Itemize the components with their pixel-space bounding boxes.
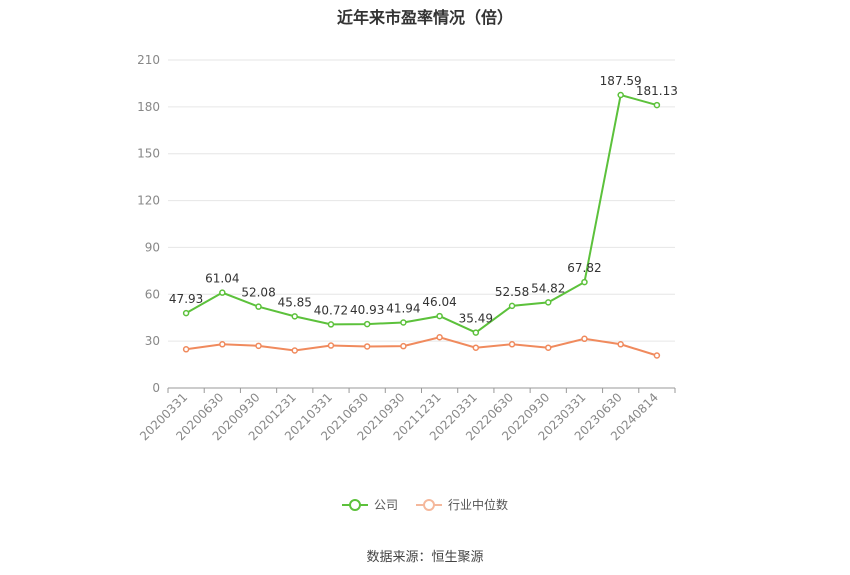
legend-label-company: 公司 xyxy=(373,498,398,512)
data-point[interactable] xyxy=(182,346,190,353)
y-tick-label: 60 xyxy=(145,287,160,301)
series-line-0 xyxy=(185,93,658,334)
axis-layer: 0306090120150180210202003312020063020200… xyxy=(137,53,676,443)
data-label: 61.04 xyxy=(205,272,239,286)
data-label: 181.13 xyxy=(636,84,678,98)
y-tick-label: 30 xyxy=(145,334,160,348)
data-point[interactable] xyxy=(363,343,371,350)
data-point[interactable] xyxy=(255,342,262,350)
data-point[interactable] xyxy=(472,344,480,351)
data-point[interactable] xyxy=(182,309,190,317)
data-label: 35.49 xyxy=(459,312,493,326)
data-point[interactable] xyxy=(219,289,226,296)
data-point[interactable] xyxy=(508,302,516,310)
data-label: 46.04 xyxy=(422,295,456,309)
data-point[interactable] xyxy=(400,319,407,326)
data-point[interactable] xyxy=(472,329,480,336)
legend-swatch-industry-median xyxy=(416,498,442,512)
data-point[interactable] xyxy=(255,303,262,310)
data-point[interactable] xyxy=(617,91,624,99)
data-point[interactable] xyxy=(400,342,407,350)
data-label: 54.82 xyxy=(531,281,565,295)
y-tick-label: 120 xyxy=(137,194,160,208)
data-point[interactable] xyxy=(291,313,298,320)
data-point[interactable] xyxy=(291,347,298,354)
y-tick-label: 180 xyxy=(137,100,160,114)
data-point[interactable] xyxy=(545,299,552,306)
data-point[interactable] xyxy=(363,320,371,328)
chart-title: 近年来市盈率情况（倍） xyxy=(336,8,513,27)
data-point[interactable] xyxy=(545,344,552,351)
data-label: 52.58 xyxy=(495,285,529,299)
series-layer xyxy=(182,91,661,359)
data-label: 47.93 xyxy=(169,292,203,306)
data-point[interactable] xyxy=(653,101,661,109)
legend: 公司 行业中位数 xyxy=(0,496,850,513)
data-point[interactable] xyxy=(436,312,443,320)
y-tick-label: 210 xyxy=(137,53,160,67)
data-label: 40.93 xyxy=(350,303,384,317)
series-line-1 xyxy=(185,336,658,357)
y-tick-label: 0 xyxy=(152,381,160,395)
data-point[interactable] xyxy=(617,341,624,348)
legend-swatch-company xyxy=(341,498,368,512)
data-point[interactable] xyxy=(508,341,516,348)
data-source: 数据来源：恒生聚源 xyxy=(366,550,484,565)
data-point[interactable] xyxy=(327,321,335,328)
legend-label-industry-median: 行业中位数 xyxy=(448,498,509,512)
legend-item-company[interactable]: 公司 xyxy=(341,496,398,513)
data-point[interactable] xyxy=(581,278,588,286)
y-tick-label: 90 xyxy=(145,240,160,254)
data-point[interactable] xyxy=(327,342,335,349)
data-label: 67.82 xyxy=(567,261,601,275)
data-label: 52.08 xyxy=(241,286,275,300)
data-label: 45.85 xyxy=(278,295,312,309)
legend-item-industry-median[interactable]: 行业中位数 xyxy=(416,496,508,513)
data-point[interactable] xyxy=(436,333,443,341)
y-tick-label: 150 xyxy=(137,147,160,161)
data-label: 41.94 xyxy=(386,301,420,315)
data-label: 40.72 xyxy=(314,303,348,317)
data-point[interactable] xyxy=(653,352,661,359)
data-point[interactable] xyxy=(581,335,588,343)
data-label: 187.59 xyxy=(600,74,642,88)
data-point[interactable] xyxy=(219,341,226,348)
